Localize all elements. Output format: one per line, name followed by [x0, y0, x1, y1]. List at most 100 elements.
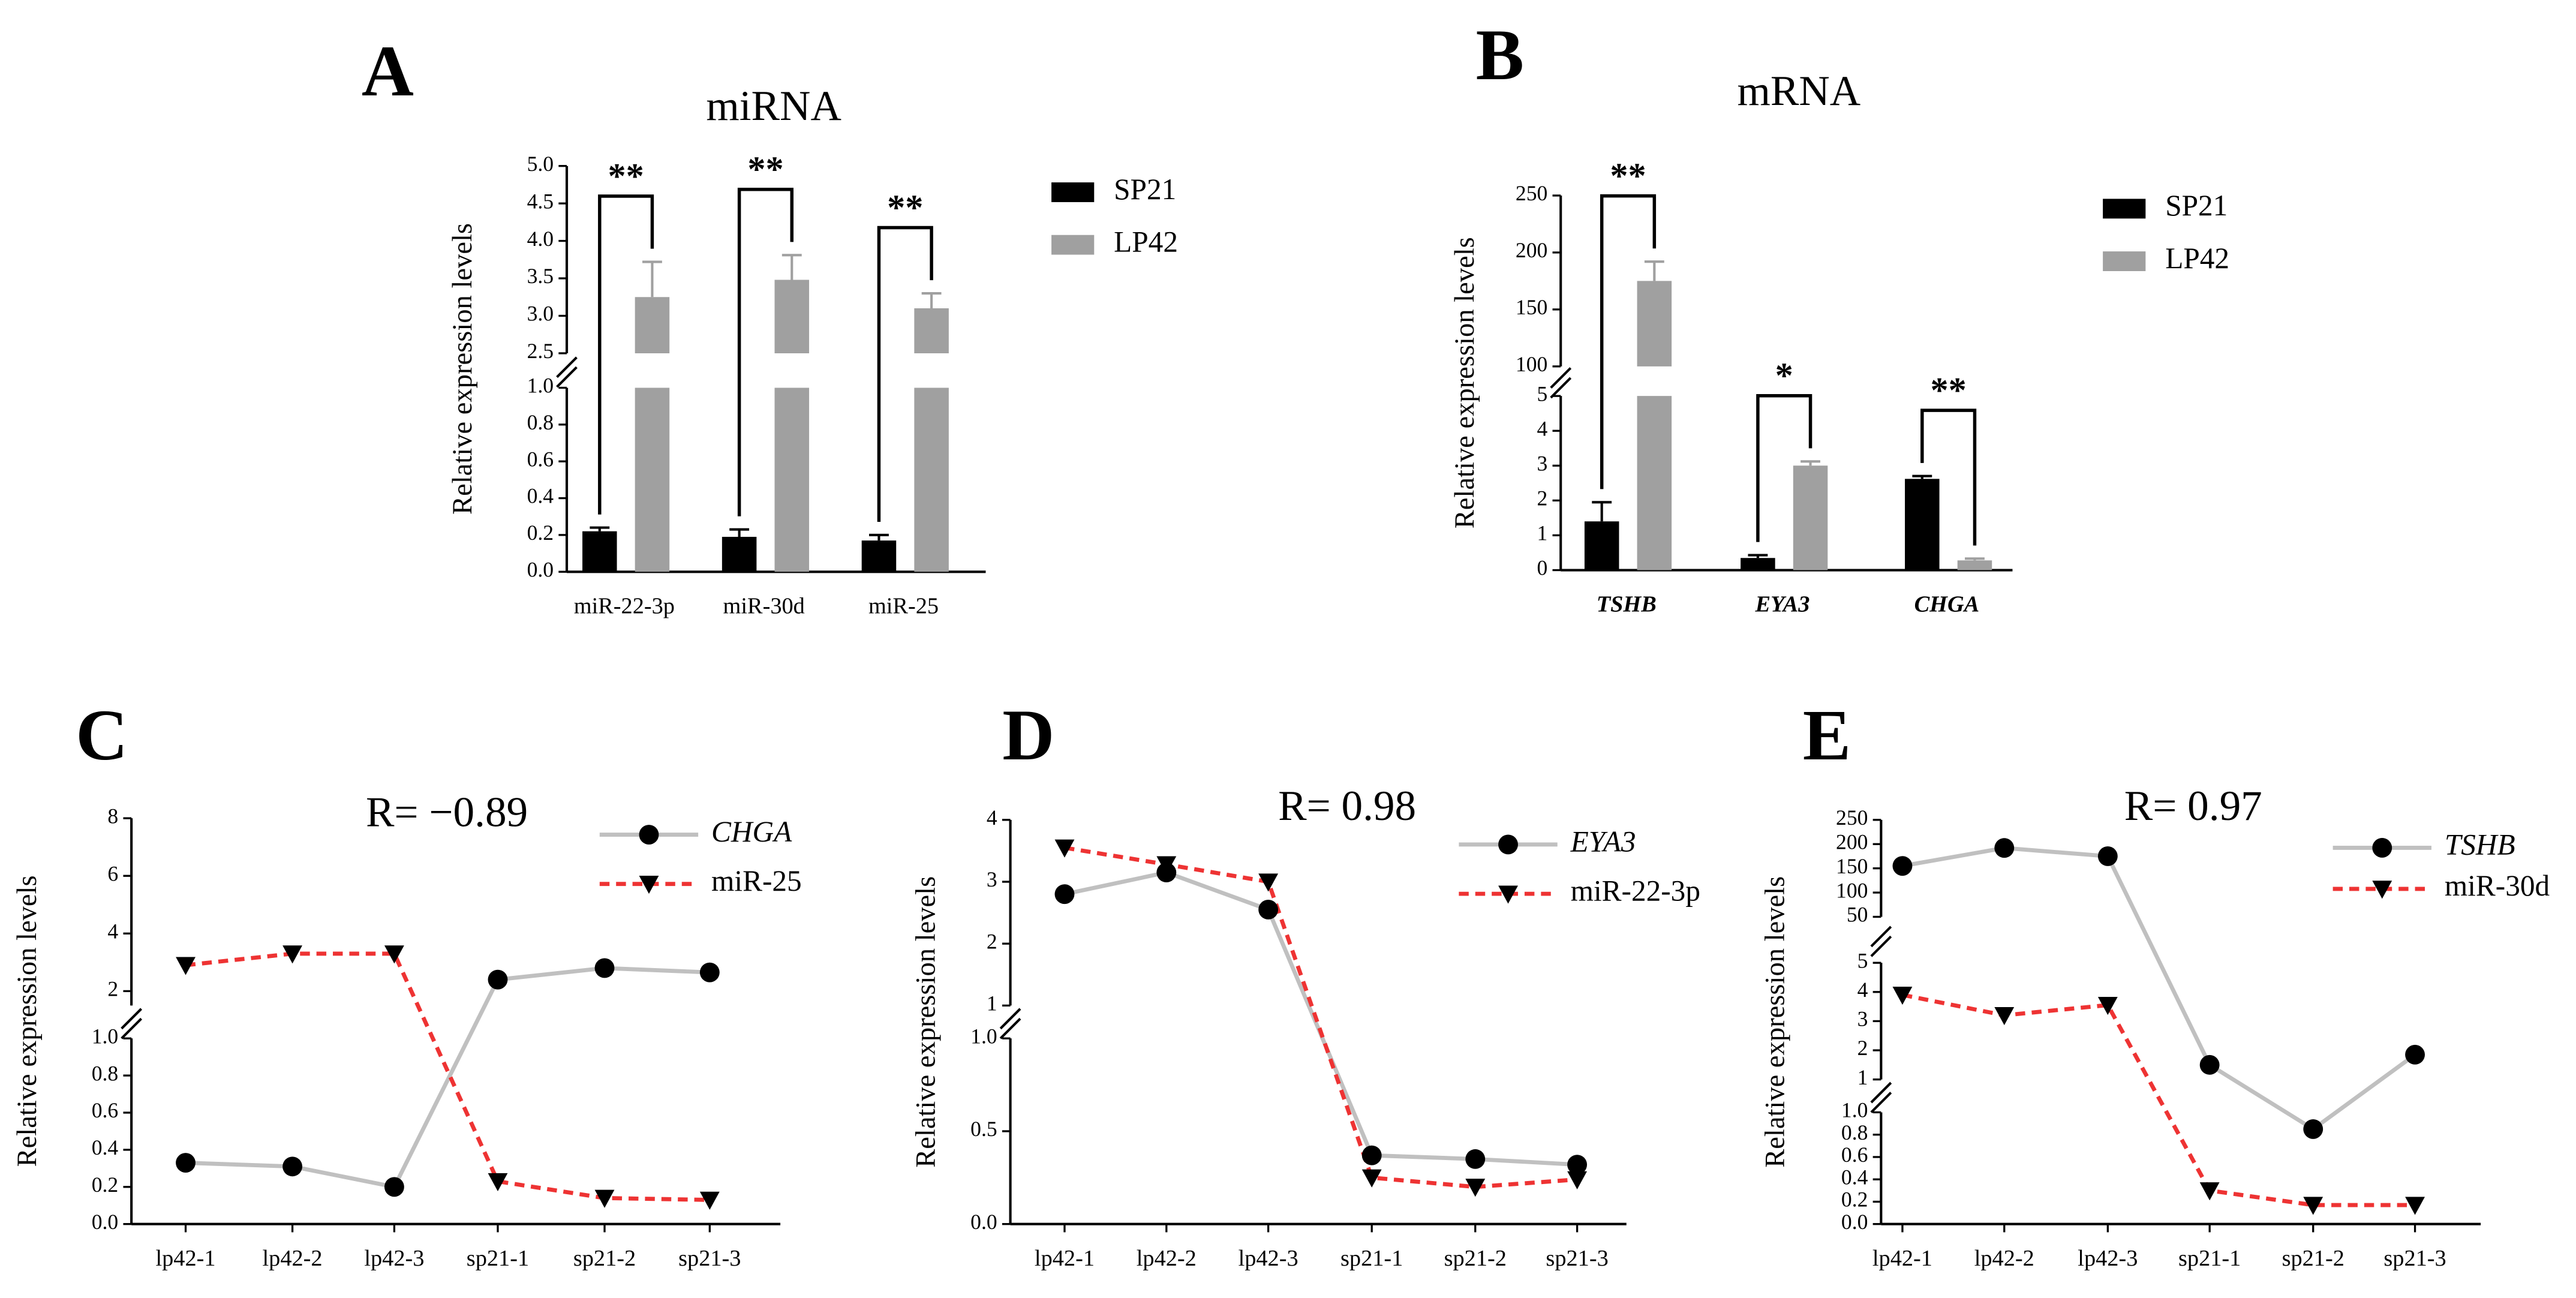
point — [2097, 846, 2118, 866]
point — [1465, 1149, 1486, 1169]
y-tick-label: 200 — [1516, 238, 1547, 262]
x-tick-label: sp21-3 — [678, 1246, 741, 1271]
axis-break — [1870, 935, 1892, 957]
significance-bracket — [1600, 194, 1657, 489]
legend-label: miR-25 — [711, 864, 802, 897]
point — [2372, 838, 2392, 858]
point — [488, 969, 508, 990]
error-bar — [590, 526, 610, 531]
significance-label: ** — [1610, 156, 1646, 196]
y-tick-label: 0.6 — [92, 1098, 119, 1122]
axis-break — [121, 1017, 143, 1039]
y-tick-label: 0.5 — [970, 1117, 997, 1141]
panel-letter: E — [1803, 696, 1851, 776]
point — [1994, 838, 2015, 858]
bar — [1584, 521, 1619, 570]
y-tick-label: 2 — [1857, 1036, 1868, 1060]
significance-label: ** — [747, 149, 783, 190]
series-line — [1064, 870, 1577, 1167]
chart-title: R= −0.89 — [366, 789, 528, 836]
point — [1994, 1006, 2015, 1026]
point — [176, 957, 196, 975]
point — [1465, 1179, 1486, 1197]
series-line — [185, 966, 710, 1189]
y-tick-label: 4.0 — [527, 227, 554, 251]
axis-break — [1870, 1081, 1892, 1104]
y-tick-label: 1.0 — [1841, 1098, 1868, 1122]
significance-bracket — [1920, 408, 1977, 546]
point — [384, 1177, 404, 1197]
point — [1498, 834, 1518, 855]
x-tick-label: lp42-3 — [2078, 1246, 2138, 1271]
axis-break — [1550, 367, 1572, 389]
point — [2303, 1197, 2323, 1215]
panel-letter: C — [76, 696, 128, 776]
chart-title: R= 0.97 — [2124, 783, 2262, 830]
bar — [1741, 558, 1775, 570]
point — [2303, 1119, 2323, 1139]
bar — [914, 308, 949, 572]
chart-title: R= 0.98 — [1278, 783, 1416, 830]
point — [1156, 856, 1177, 875]
legend-label: CHGA — [711, 815, 792, 848]
x-tick-label: sp21-2 — [2282, 1246, 2344, 1271]
error-bar — [781, 254, 802, 280]
bar — [635, 297, 670, 572]
y-tick-label: 5.0 — [527, 152, 554, 176]
y-tick-label: 100 — [1516, 352, 1547, 376]
bar — [1793, 465, 1828, 570]
x-tick-label: sp21-2 — [1444, 1246, 1507, 1271]
y-tick-label: 0.2 — [1841, 1188, 1868, 1212]
y-tick-label: 250 — [1836, 806, 1868, 830]
y-axis-label: Relative expression levels — [12, 875, 43, 1167]
point — [176, 1153, 196, 1173]
axis-break — [1870, 1092, 1892, 1113]
y-tick-label: 2.5 — [527, 339, 554, 363]
point — [488, 1173, 508, 1191]
legend-label: LP42 — [2165, 242, 2229, 275]
y-tick-label: 150 — [1516, 295, 1547, 319]
x-tick-label: lp42-3 — [1239, 1246, 1298, 1271]
y-tick-label: 3.5 — [527, 264, 554, 288]
y-axis-label: Relative expression levels — [910, 876, 941, 1168]
panel-letter: A — [362, 32, 414, 112]
point — [2199, 1054, 2220, 1075]
y-tick-label: 5 — [1857, 948, 1868, 972]
significance-bracket — [598, 194, 654, 515]
legend-label: miR-30d — [2445, 869, 2550, 902]
y-tick-label: 0.0 — [970, 1210, 997, 1234]
x-tick-label: lp42-2 — [1974, 1246, 2034, 1271]
legend-label: EYA3 — [1570, 825, 1636, 858]
point — [1054, 884, 1075, 905]
error-bar — [1592, 501, 1612, 522]
legend-swatch — [1051, 235, 1095, 255]
axis-break — [556, 356, 578, 378]
error-bar — [1644, 260, 1664, 281]
y-tick-label: 2 — [1537, 486, 1547, 510]
axis-break — [121, 1008, 143, 1030]
x-tick-label: CHGA — [1914, 592, 1980, 617]
x-tick-label: lp42-3 — [364, 1246, 424, 1271]
error-bar — [869, 533, 889, 541]
y-axis-label: Relative expression levels — [1450, 237, 1480, 528]
x-tick-label: miR-22-3p — [574, 593, 675, 618]
x-tick-label: TSHB — [1597, 592, 1657, 617]
x-tick-label: miR-25 — [868, 593, 939, 618]
point — [639, 876, 659, 894]
significance-label: * — [1775, 356, 1793, 396]
point — [2097, 996, 2118, 1015]
bar — [774, 280, 810, 572]
y-tick-label: 3 — [1537, 451, 1547, 475]
significance-label: ** — [887, 188, 923, 228]
y-tick-label: 0.4 — [527, 484, 554, 508]
legend-label: TSHB — [2445, 828, 2515, 861]
y-tick-label: 5 — [1537, 381, 1547, 405]
y-tick-label: 3.0 — [527, 302, 554, 326]
panel-letter: B — [1476, 16, 1524, 95]
y-tick-label: 1 — [1537, 521, 1547, 545]
point — [2405, 1197, 2425, 1215]
y-tick-label: 1.0 — [970, 1024, 997, 1048]
y-tick-label: 2 — [107, 977, 118, 1001]
panel-letter: D — [1002, 696, 1054, 776]
